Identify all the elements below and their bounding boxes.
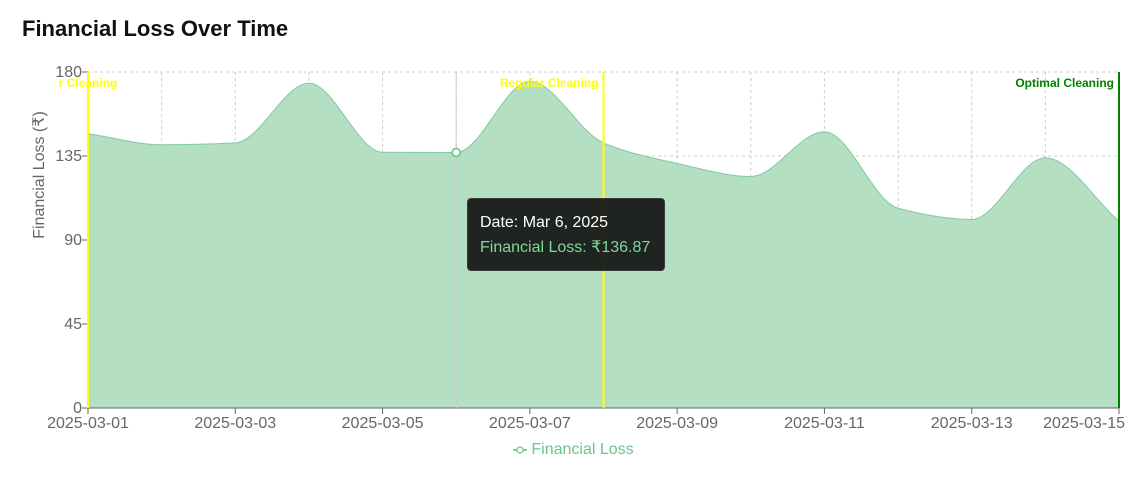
- x-tick-label: 2025-03-01: [47, 415, 129, 432]
- x-tick-label: 2025-03-09: [636, 415, 718, 432]
- reference-line-label: r Cleaning: [59, 76, 118, 90]
- y-tick-label: 45: [64, 316, 82, 333]
- reference-line-label: Regular Cleaning: [500, 76, 599, 90]
- reference-line-label: Optimal Cleaning: [1015, 76, 1114, 90]
- y-tick-label: 180: [55, 64, 82, 81]
- x-tick-label: 2025-03-11: [784, 415, 865, 432]
- x-tick-label: 2025-03-13: [931, 415, 1013, 432]
- tooltip-value: Financial Loss: ₹136.87: [480, 239, 651, 256]
- chart-legend[interactable]: Financial Loss: [0, 441, 1147, 459]
- page-title: Financial Loss Over Time: [22, 16, 289, 41]
- x-tick-label: 2025-03-05: [342, 415, 424, 432]
- y-tick-label: 0: [73, 400, 82, 417]
- y-tick-label: 90: [64, 232, 82, 249]
- legend-line-icon: [513, 446, 528, 454]
- y-axis-title: Financial Loss (₹): [31, 111, 48, 239]
- x-tick-label: 2025-03-15: [1043, 415, 1125, 432]
- active-data-point: [451, 147, 462, 158]
- chart-tooltip: Date: Mar 6, 2025 Financial Loss: ₹136.8…: [467, 198, 665, 271]
- x-tick-label: 2025-03-03: [194, 415, 276, 432]
- x-tick-label: 2025-03-07: [489, 415, 571, 432]
- y-tick-label: 135: [55, 148, 82, 165]
- legend-label: Financial Loss: [531, 441, 634, 458]
- tooltip-date: Date: Mar 6, 2025: [480, 214, 609, 231]
